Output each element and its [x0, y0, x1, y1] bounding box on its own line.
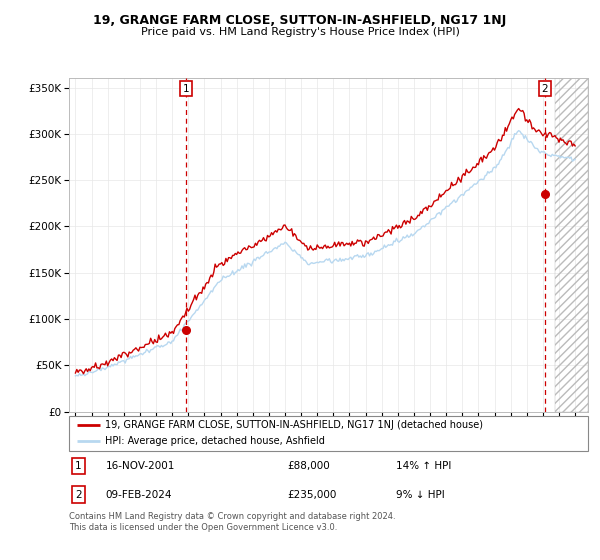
Text: £88,000: £88,000	[287, 461, 330, 471]
Text: Contains HM Land Registry data © Crown copyright and database right 2024.
This d: Contains HM Land Registry data © Crown c…	[69, 512, 395, 532]
Text: 09-FEB-2024: 09-FEB-2024	[106, 489, 172, 500]
Text: Price paid vs. HM Land Registry's House Price Index (HPI): Price paid vs. HM Land Registry's House …	[140, 27, 460, 37]
Text: 1: 1	[183, 83, 190, 94]
Text: 2: 2	[75, 489, 82, 500]
Text: 19, GRANGE FARM CLOSE, SUTTON-IN-ASHFIELD, NG17 1NJ: 19, GRANGE FARM CLOSE, SUTTON-IN-ASHFIEL…	[94, 14, 506, 27]
Text: 14% ↑ HPI: 14% ↑ HPI	[396, 461, 451, 471]
Text: 16-NOV-2001: 16-NOV-2001	[106, 461, 175, 471]
Bar	[555, 78, 588, 412]
FancyBboxPatch shape	[69, 416, 588, 451]
Text: 2: 2	[541, 83, 548, 94]
Text: 1: 1	[75, 461, 82, 471]
Text: 19, GRANGE FARM CLOSE, SUTTON-IN-ASHFIELD, NG17 1NJ (detached house): 19, GRANGE FARM CLOSE, SUTTON-IN-ASHFIEL…	[106, 421, 484, 431]
Text: £235,000: £235,000	[287, 489, 337, 500]
Text: HPI: Average price, detached house, Ashfield: HPI: Average price, detached house, Ashf…	[106, 436, 325, 446]
Text: 9% ↓ HPI: 9% ↓ HPI	[396, 489, 445, 500]
